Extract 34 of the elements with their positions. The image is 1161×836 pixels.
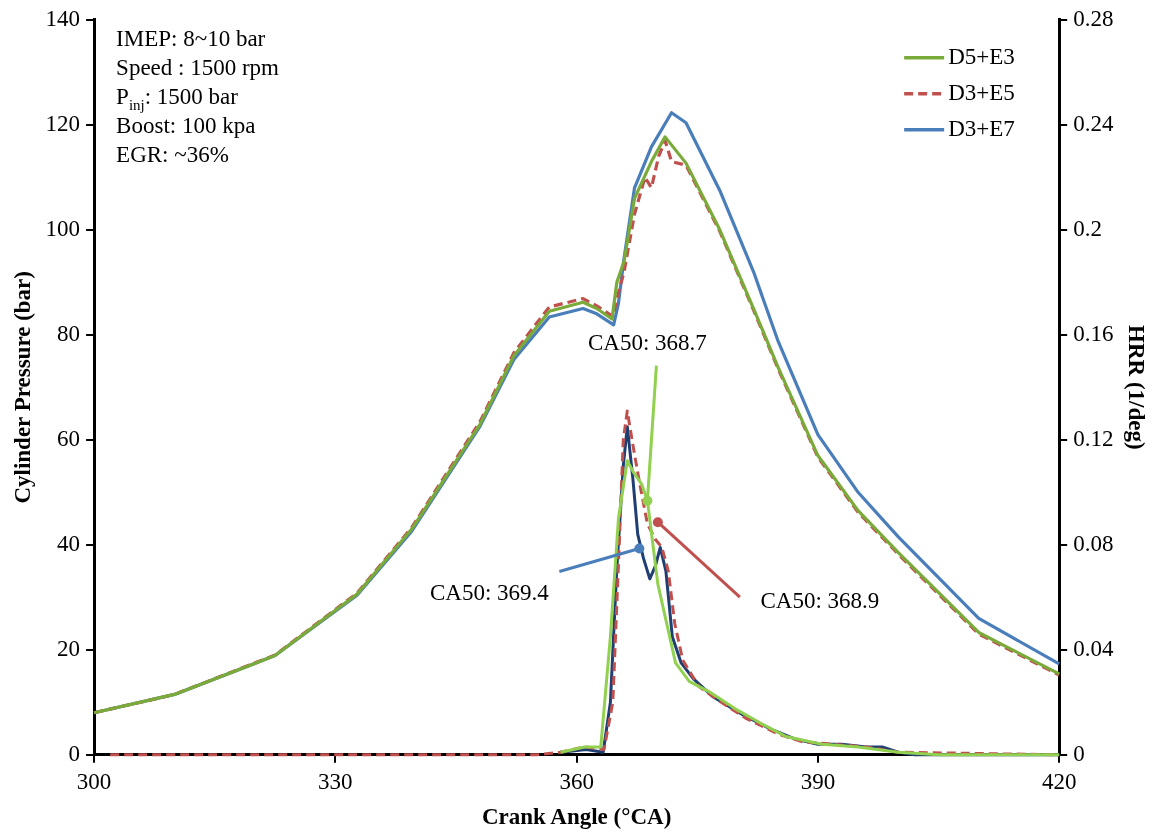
y-tick-label: 60 xyxy=(57,425,81,451)
y2-tick-label: 0.28 xyxy=(1073,5,1114,31)
y2-tick-label: 0 xyxy=(1073,740,1085,766)
y2-tick-label: 0.24 xyxy=(1073,110,1114,136)
y2-axis-title: HRR (1/deg) xyxy=(1124,325,1150,450)
legend-label: D3+E5 xyxy=(948,79,1015,105)
legend-label: D3+E7 xyxy=(948,115,1015,141)
y-axis-title: Cylinder Pressure (bar) xyxy=(9,271,35,504)
x-tick-label: 390 xyxy=(800,768,836,794)
y2-tick-label: 0.12 xyxy=(1073,425,1114,451)
x-tick-label: 330 xyxy=(318,768,353,794)
annotation: CA50: 369.4 xyxy=(429,579,550,605)
annotation: CA50: 368.9 xyxy=(760,588,880,614)
y-tick-label: 20 xyxy=(57,635,81,661)
y2-tick-label: 0.04 xyxy=(1073,635,1114,661)
y2-tick-label: 0.16 xyxy=(1073,320,1114,346)
y2-tick-label: 0.08 xyxy=(1073,530,1114,556)
annotation: EGR: ~36% xyxy=(116,141,229,167)
y-tick-label: 140 xyxy=(45,5,81,31)
annotation: Speed : 1500 rpm xyxy=(116,54,280,80)
y-tick-label: 80 xyxy=(57,320,81,346)
y-tick-label: 100 xyxy=(45,215,81,241)
y2-tick-label: 0.2 xyxy=(1073,215,1102,241)
y-tick-label: 0 xyxy=(68,740,81,766)
y-tick-label: 120 xyxy=(45,110,81,136)
x-tick-label: 420 xyxy=(1041,768,1077,794)
annotation: IMEP: 8~10 bar xyxy=(116,25,266,51)
x-axis-title: Crank Angle (°CA) xyxy=(481,804,672,830)
annotation: Boost: 100 kpa xyxy=(116,112,256,138)
y-tick-label: 40 xyxy=(57,530,81,556)
x-tick-label: 360 xyxy=(559,768,594,794)
x-tick-label: 300 xyxy=(76,768,112,794)
annotation: CA50: 368.7 xyxy=(587,329,707,355)
legend-label: D5+E3 xyxy=(948,43,1015,69)
